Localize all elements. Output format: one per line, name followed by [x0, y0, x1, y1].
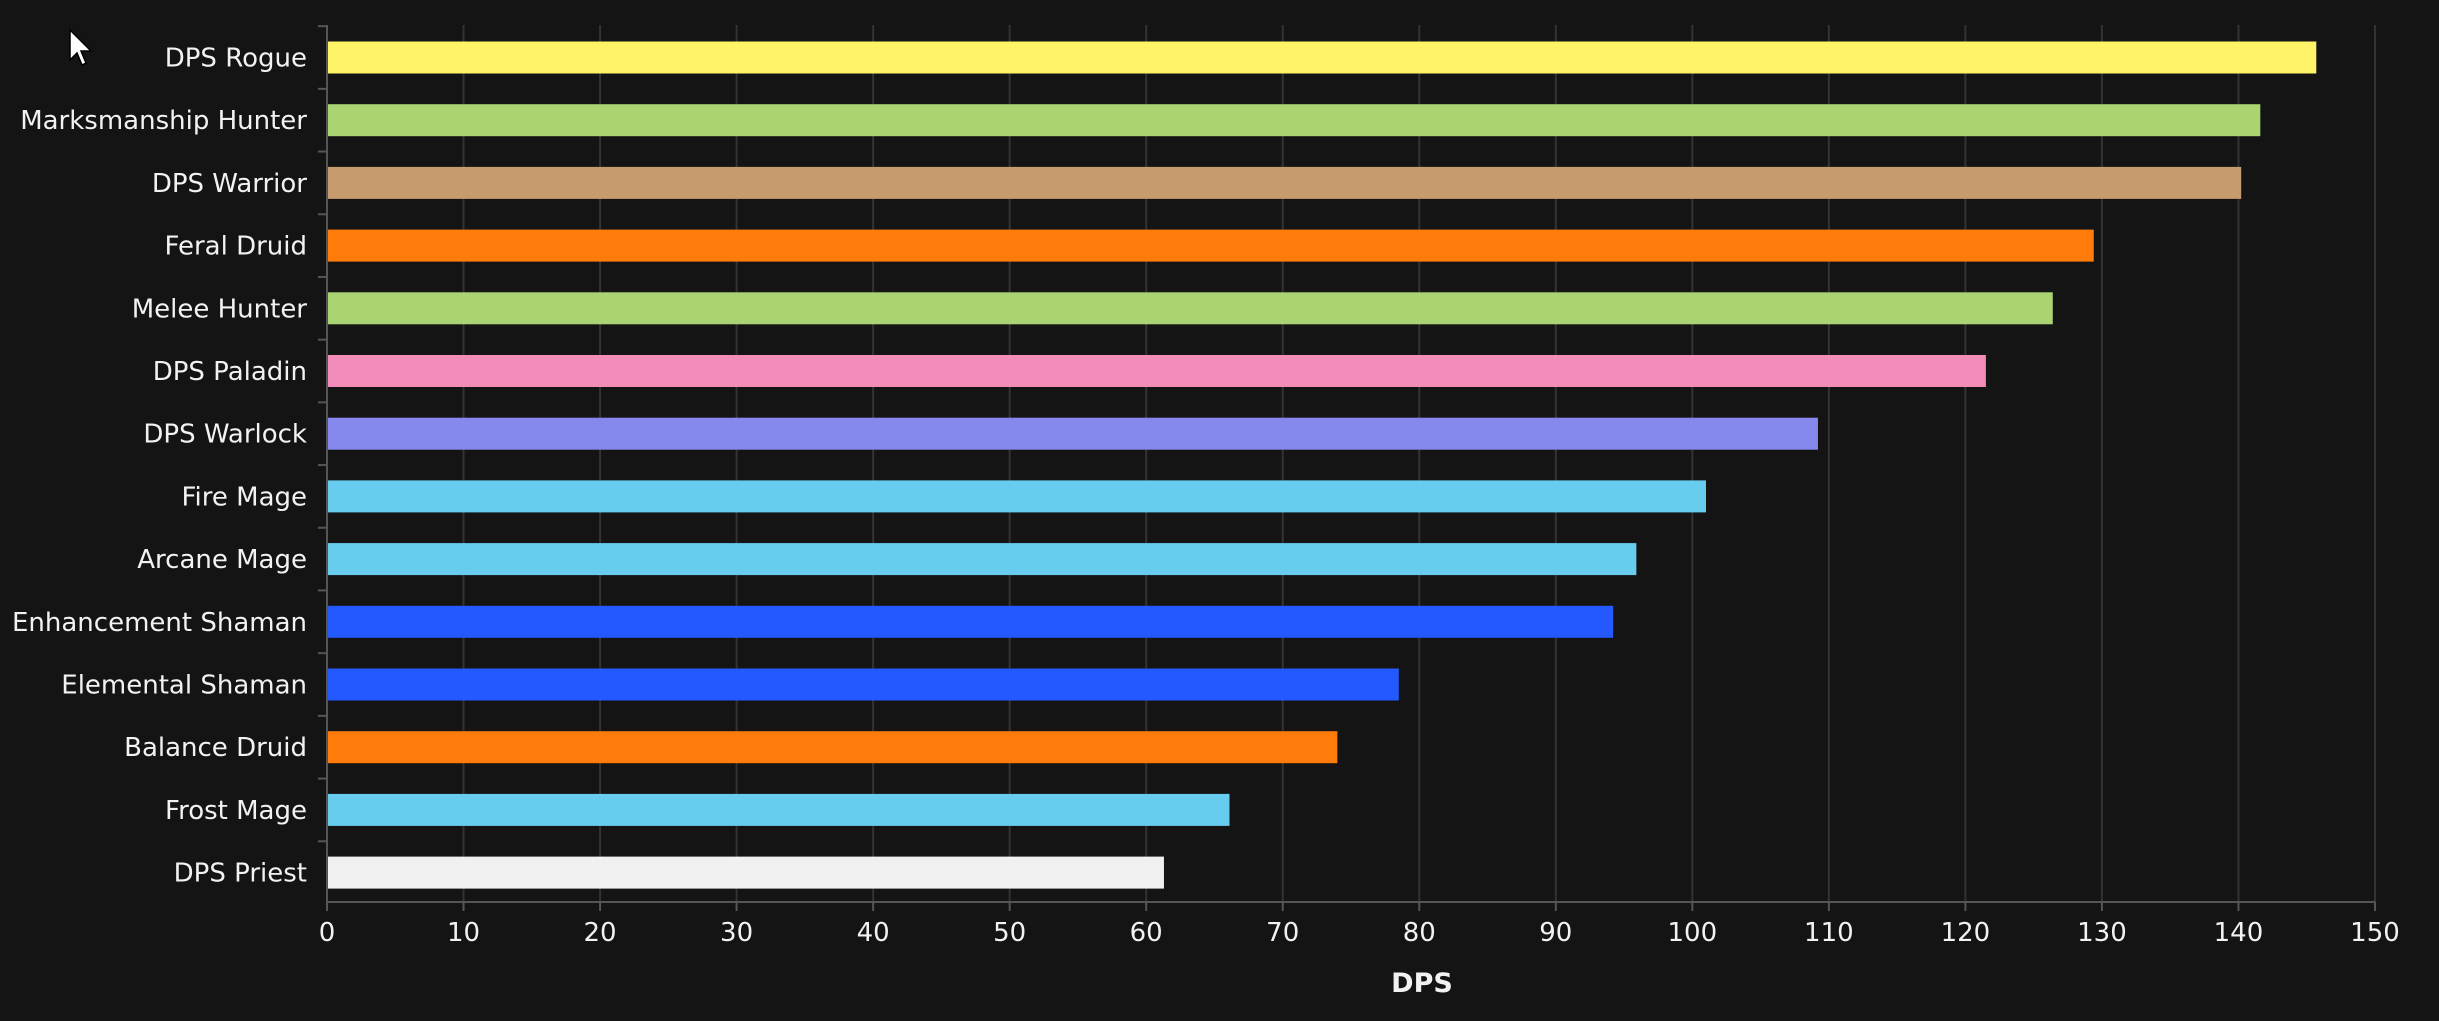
category-label: DPS Warlock	[143, 420, 307, 450]
category-label: Marksmanship Hunter	[20, 106, 307, 136]
mouse-cursor-icon	[69, 28, 93, 67]
bar	[327, 480, 1706, 513]
category-label: Elemental Shaman	[61, 671, 307, 701]
bar	[327, 731, 1338, 764]
bar	[327, 292, 2053, 325]
x-tick-label: 110	[1804, 918, 1854, 948]
x-axis-label: DPS	[1391, 968, 1453, 999]
category-label: Arcane Mage	[137, 545, 307, 575]
category-label: Feral Druid	[164, 232, 307, 262]
bar	[327, 417, 1818, 450]
x-tick-label: 100	[1668, 918, 1718, 948]
category-label: DPS Rogue	[165, 44, 307, 74]
bar	[327, 856, 1164, 889]
x-tick-label: 60	[1130, 918, 1163, 948]
bar	[327, 229, 2094, 262]
bars	[327, 41, 2317, 889]
x-tick-label: 130	[2077, 918, 2127, 948]
category-label: DPS Warrior	[152, 169, 307, 199]
category-label: Melee Hunter	[132, 294, 308, 324]
category-label: Enhancement Shaman	[12, 608, 307, 638]
x-tick-label: 70	[1266, 918, 1299, 948]
category-label: Balance Druid	[124, 733, 307, 763]
bar	[327, 543, 1637, 576]
gridlines	[462, 25, 2376, 902]
bar	[327, 104, 2261, 137]
x-tick-label: 40	[857, 918, 890, 948]
x-tick-label: 50	[993, 918, 1026, 948]
x-tick-label: 90	[1539, 918, 1572, 948]
bar	[327, 668, 1399, 701]
bar	[327, 793, 1230, 826]
category-label: DPS Priest	[174, 859, 307, 889]
category-label: Fire Mage	[181, 482, 307, 512]
category-label: DPS Paladin	[153, 357, 307, 387]
x-tick-label: 150	[2350, 918, 2400, 948]
x-tick-label: 120	[1941, 918, 1991, 948]
x-tick-labels: 0 10 20 30 40 50 60 70 80 90 100 110 120 130 140 150	[319, 902, 2400, 948]
bar	[327, 355, 1986, 387]
x-tick-label: 30	[720, 918, 753, 948]
x-tick-label: 0	[319, 918, 336, 948]
category-label: Frost Mage	[165, 796, 307, 826]
x-tick-label: 10	[447, 918, 480, 948]
x-tick-label: 140	[2214, 918, 2264, 948]
bar	[327, 166, 2242, 199]
x-tick-label: 80	[1403, 918, 1436, 948]
category-labels: DPS Rogue Marksmanship Hunter DPS Warrior F…	[12, 25, 327, 889]
x-tick-label: 20	[584, 918, 617, 948]
bar	[327, 605, 1614, 638]
bar	[327, 41, 2317, 74]
